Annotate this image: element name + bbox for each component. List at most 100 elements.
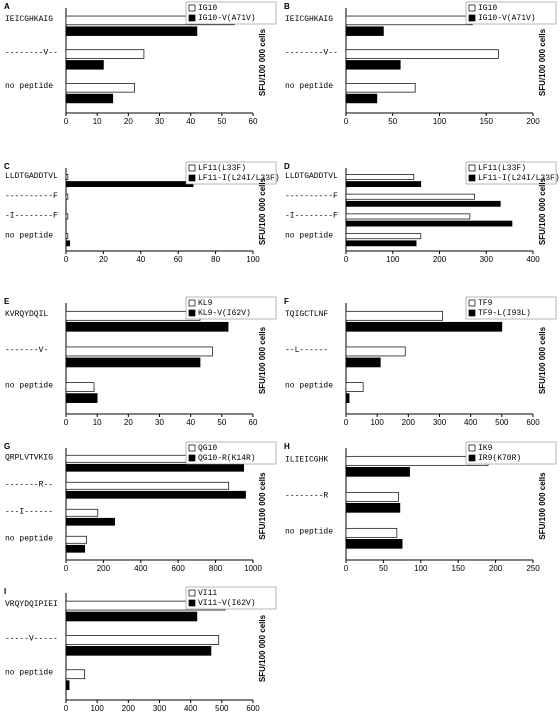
bar [65,393,98,403]
bar [345,310,443,321]
legend-swatch [468,454,476,462]
legend-label: LF11(L33F) [198,164,246,173]
x-tick-label: 200 [122,704,136,713]
legend-label: QG10-R(K14R) [198,454,256,463]
x-tick-label: 0 [344,255,349,264]
value-axis-label: SFU/100 000 cells [258,614,267,682]
bar [65,26,198,36]
x-tick-label: 0 [64,255,69,264]
bar [345,181,422,187]
bar [65,321,229,332]
category-label: no peptide [285,382,333,391]
x-tick-label: 100 [433,117,447,126]
value-axis-label: SFU/100 000 cells [258,472,267,540]
legend-box [185,586,277,610]
bar [65,535,87,544]
legend-swatch [188,14,196,22]
category-label: -------R-- [5,481,53,490]
bar [345,527,398,538]
category-label: no peptide [5,669,53,678]
legend-label: VI11-V(I62V) [198,599,256,608]
bar [65,635,220,645]
panel-label: E [4,297,10,306]
legend-swatch [188,309,196,317]
x-tick-label: 0 [64,564,69,573]
panel-label: H [284,442,290,451]
value-axis-label: SFU/100 000 cells [538,472,547,540]
bar [65,240,71,247]
x-tick-label: 400 [134,564,148,573]
x-tick-label: 400 [526,255,540,264]
bar [345,466,410,477]
bar [65,83,135,93]
category-label: --------R [285,491,328,500]
x-tick-label: 50 [217,418,226,427]
value-axis-label: SFU/100 000 cells [538,28,547,96]
bar [65,508,99,517]
legend-label: VI11 [198,589,217,598]
legend-box [465,441,557,465]
legend-box [185,161,277,185]
x-tick-label: 0 [344,418,349,427]
category-label: QRPLVTVKIG [5,454,53,463]
bar [65,233,69,240]
bar [345,538,403,549]
legend-label: LF11(L33F) [478,164,526,173]
panel-label: G [4,442,10,451]
x-tick-label: 200 [433,255,447,264]
x-tick-label: 10 [93,418,102,427]
x-tick-label: 200 [402,418,416,427]
bar [345,393,350,403]
bar [345,213,471,220]
category-label: no peptide [285,527,333,536]
x-tick-label: 0 [64,117,69,126]
bar [345,240,417,247]
x-tick-label: 200 [526,117,540,126]
bar [65,646,212,656]
category-label: no peptide [5,382,53,391]
x-tick-label: 30 [155,117,164,126]
legend-swatch [188,4,196,12]
legend-swatch [188,174,196,182]
category-label: no peptide [5,82,53,91]
category-label: VRQYDQIPIEI [5,600,58,609]
bar [65,611,198,622]
legend-swatch [468,164,476,172]
x-tick-label: 150 [452,564,466,573]
legend-box [185,296,277,320]
x-tick-label: 60 [249,117,258,126]
x-tick-label: 200 [97,564,111,573]
x-tick-label: 50 [217,117,226,126]
bar [65,481,230,490]
category-label: -------V- [5,346,48,355]
category-label: ----------F [285,192,338,201]
legend-label: IG10-V(A71V) [198,14,256,23]
x-tick-label: 100 [90,704,104,713]
bar [65,517,115,526]
bar [65,193,69,200]
bar [65,669,86,680]
x-tick-label: 800 [209,564,223,573]
bar [345,233,422,240]
x-tick-label: 400 [184,704,198,713]
bar [345,382,364,392]
panel-label: A [4,2,10,11]
legend-box [465,1,557,25]
panel-label: I [4,587,6,596]
legend-label: TF9 [478,299,493,308]
legend-swatch [468,299,476,307]
bar [65,357,201,368]
x-tick-label: 60 [249,418,258,427]
category-label: TQIGCTLNF [285,310,328,319]
x-tick-label: 200 [489,564,503,573]
panel-label: B [284,2,290,11]
x-tick-label: 0 [64,418,69,427]
legend-swatch [188,164,196,172]
legend-label: IG10-V(A71V) [478,14,536,23]
legend-swatch [188,599,196,607]
bar [345,174,415,180]
category-label: IEICGHKAIG [285,15,333,24]
panel-label: D [284,162,290,171]
bar [65,181,194,187]
